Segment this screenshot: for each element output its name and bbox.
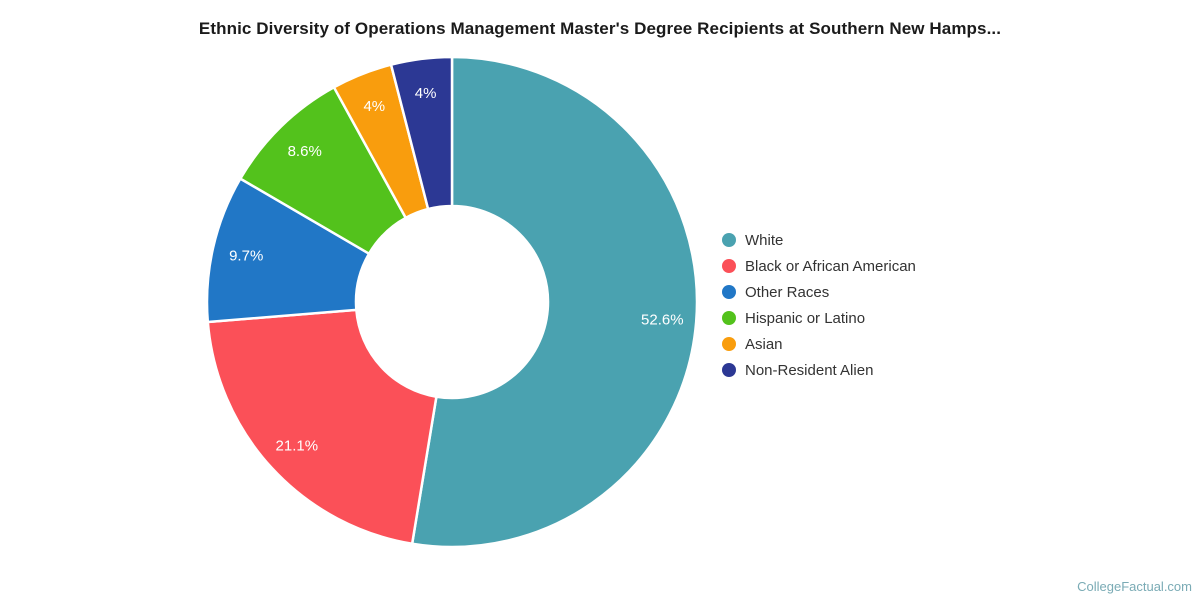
pie-slice-non-resident-alien[interactable] xyxy=(389,55,454,211)
slice-label-hispanic-or-latino: 8.6% xyxy=(288,143,322,160)
legend-item-black-or-african-american[interactable]: Black or African American xyxy=(722,253,916,279)
legend-swatch-non-resident-alien-icon xyxy=(722,363,736,377)
legend-label: Non-Resident Alien xyxy=(745,361,874,379)
slice-label-non-resident-alien: 4% xyxy=(415,85,437,102)
legend-swatch-hispanic-or-latino-icon xyxy=(722,311,736,325)
slice-label-black-or-african-american: 21.1% xyxy=(276,437,319,454)
legend-item-hispanic-or-latino[interactable]: Hispanic or Latino xyxy=(722,305,916,331)
legend-item-white[interactable]: White xyxy=(722,227,916,253)
legend-swatch-asian-icon xyxy=(722,337,736,351)
donut-chart: 52.6% 21.1% 9.7% 8.6% 4% 4% xyxy=(205,55,699,549)
legend-item-non-resident-alien[interactable]: Non-Resident Alien xyxy=(722,357,916,383)
slice-label-other-races: 9.7% xyxy=(229,248,263,265)
slice-label-white: 52.6% xyxy=(641,311,684,328)
legend-label: Black or African American xyxy=(745,257,916,275)
legend-label: Other Races xyxy=(745,283,830,301)
chart-title: Ethnic Diversity of Operations Managemen… xyxy=(198,19,1002,38)
slice-label-asian: 4% xyxy=(363,98,385,115)
legend-item-asian[interactable]: Asian xyxy=(722,331,916,357)
legend-label: Hispanic or Latino xyxy=(745,309,866,327)
pie-slice-white[interactable] xyxy=(410,55,699,549)
legend-swatch-other-races-icon xyxy=(722,285,736,299)
legend-item-other-races[interactable]: Other Races xyxy=(722,279,916,305)
legend: White Black or African American Other Ra… xyxy=(722,227,916,383)
legend-swatch-white-icon xyxy=(722,233,736,247)
pie-slice-black-or-african-american[interactable] xyxy=(206,308,438,545)
legend-swatch-black-or-african-american-icon xyxy=(722,259,736,273)
legend-label: White xyxy=(745,231,784,249)
watermark-link[interactable]: CollegeFactual.com xyxy=(1077,579,1192,594)
legend-label: Asian xyxy=(745,335,783,353)
